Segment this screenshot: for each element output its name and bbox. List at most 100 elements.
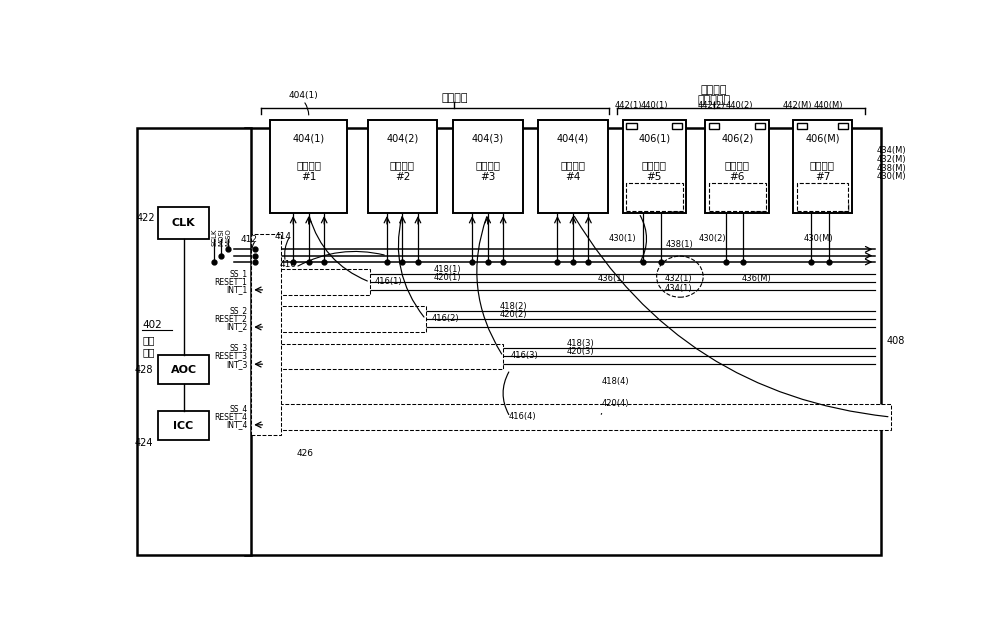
Text: 438(1): 438(1) [666, 241, 694, 250]
Text: MISO: MISO [225, 228, 231, 246]
Text: 404(3): 404(3) [472, 134, 504, 144]
Text: 430(M): 430(M) [804, 234, 833, 243]
Text: SS_3: SS_3 [229, 344, 247, 352]
Text: INT_1: INT_1 [226, 285, 247, 295]
Text: 412: 412 [240, 236, 257, 244]
Text: SS_1: SS_1 [229, 269, 247, 278]
Bar [838, 123, 848, 129]
Text: SS_4: SS_4 [229, 404, 247, 413]
Text: 416(2): 416(2) [432, 314, 460, 323]
Text: 从属设备
#5: 从属设备 #5 [642, 161, 667, 182]
Bar [626, 184, 683, 211]
Text: 416(4): 416(4) [509, 411, 536, 420]
Bar [255, 269, 370, 295]
Text: 404(2): 404(2) [386, 134, 419, 144]
Bar [255, 344, 503, 369]
Text: RESET_3: RESET_3 [214, 351, 247, 361]
Text: 402: 402 [142, 321, 162, 330]
Text: 404(1): 404(1) [293, 134, 325, 144]
Text: 418(4): 418(4) [602, 377, 629, 386]
Bar [755, 123, 765, 129]
Bar [755, 204, 765, 211]
Bar [626, 123, 637, 129]
Text: 414: 414 [275, 232, 292, 241]
Bar [245, 128, 881, 556]
Bar [672, 123, 682, 129]
Text: 404(4): 404(4) [557, 134, 589, 144]
Bar [709, 123, 719, 129]
Bar [793, 120, 852, 213]
Text: 从属设备
#6: 从属设备 #6 [725, 161, 750, 182]
Bar [672, 204, 682, 211]
Bar [255, 307, 426, 332]
Text: 418(2): 418(2) [499, 302, 527, 311]
Text: 424: 424 [134, 438, 153, 448]
Text: 442(2): 442(2) [698, 101, 725, 110]
Text: 440(2): 440(2) [726, 101, 753, 110]
Text: 438(M): 438(M) [877, 164, 906, 173]
Text: 430(1): 430(1) [609, 234, 636, 243]
Text: SS_2: SS_2 [229, 307, 247, 316]
Text: AOC: AOC [170, 364, 197, 375]
Bar [251, 234, 281, 434]
Text: 406(2): 406(2) [721, 134, 753, 144]
Text: 从属设备
#3: 从属设备 #3 [475, 161, 500, 182]
Text: 从属设备
#4: 从属设备 #4 [560, 161, 585, 182]
Text: MOSI: MOSI [218, 228, 224, 246]
Text: 436(1): 436(1) [598, 274, 626, 283]
Text: 440(M): 440(M) [813, 101, 843, 110]
Text: CLK: CLK [172, 218, 195, 227]
Bar [158, 411, 209, 441]
Bar [838, 204, 848, 211]
Text: 418(3): 418(3) [567, 339, 594, 348]
Text: 434(M): 434(M) [877, 146, 906, 155]
Text: 边带信号: 边带信号 [701, 85, 727, 95]
Text: 420(1): 420(1) [433, 273, 461, 282]
Bar [270, 120, 347, 213]
Bar [797, 184, 848, 211]
Text: 404(1): 404(1) [288, 91, 318, 100]
Bar [623, 120, 686, 213]
Text: 440(1): 440(1) [641, 101, 668, 110]
Text: 428: 428 [134, 364, 153, 375]
Text: 406(M): 406(M) [805, 134, 840, 144]
Text: INT_4: INT_4 [226, 420, 247, 429]
Text: 434(1): 434(1) [665, 284, 692, 293]
Text: 422: 422 [137, 213, 155, 223]
Text: SCLK: SCLK [211, 229, 217, 246]
Bar [538, 120, 608, 213]
Text: INT_2: INT_2 [226, 323, 247, 331]
Text: 从属设备
#2: 从属设备 #2 [390, 161, 415, 182]
Text: 420(2): 420(2) [499, 311, 527, 319]
Bar [368, 120, 437, 213]
Text: 416(3): 416(3) [511, 351, 539, 360]
Text: 主机
设备: 主机 设备 [142, 335, 155, 357]
Text: INT_3: INT_3 [226, 359, 247, 369]
Text: 406(1): 406(1) [638, 134, 670, 144]
Text: 416(1): 416(1) [375, 277, 402, 286]
Text: 436(M): 436(M) [742, 274, 772, 283]
Text: 从属设备
#7: 从属设备 #7 [810, 161, 835, 182]
Bar [797, 123, 807, 129]
Text: RESET_4: RESET_4 [214, 412, 247, 421]
Text: 传统设备: 传统设备 [441, 93, 468, 104]
Text: 430(M): 430(M) [877, 173, 906, 182]
Bar [705, 120, 769, 213]
Bar [137, 128, 251, 556]
Text: 408: 408 [887, 337, 905, 347]
Text: RESET_2: RESET_2 [215, 314, 247, 323]
Text: 合并的设备: 合并的设备 [697, 95, 731, 105]
Bar [158, 355, 209, 384]
Text: RESET_1: RESET_1 [215, 277, 247, 286]
Text: 418(1): 418(1) [433, 265, 461, 274]
Text: 442(1): 442(1) [614, 101, 642, 110]
Bar [158, 207, 209, 239]
Text: 432(1): 432(1) [665, 274, 692, 283]
Text: 420(3): 420(3) [567, 347, 594, 356]
Text: 430(2): 430(2) [699, 234, 726, 243]
Bar [255, 404, 891, 430]
Text: 426: 426 [297, 449, 314, 458]
Bar [709, 184, 766, 211]
Text: 410: 410 [280, 260, 297, 269]
Text: 432(M): 432(M) [877, 155, 906, 164]
